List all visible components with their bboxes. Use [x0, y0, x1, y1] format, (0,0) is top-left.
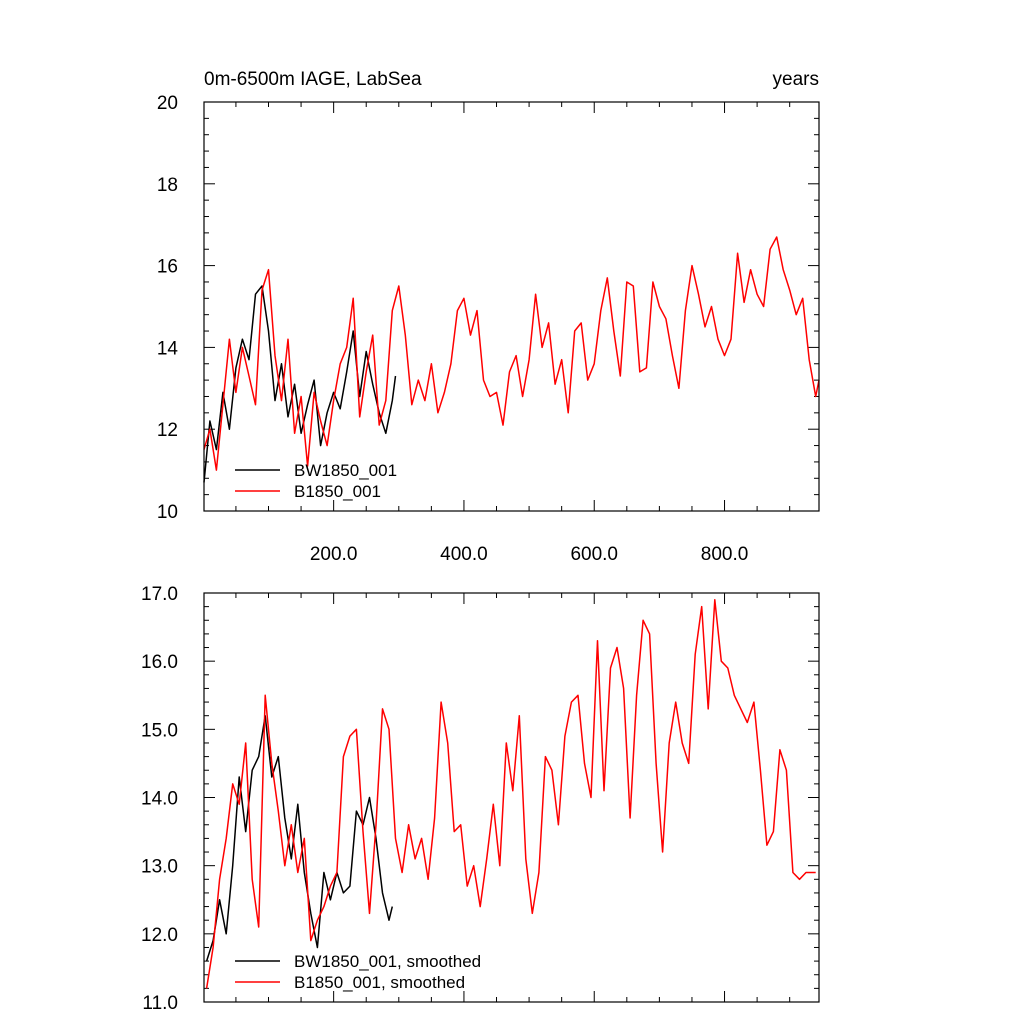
- x-tick-label: 400.0: [440, 544, 488, 565]
- y-tick-label: 11.0: [142, 993, 178, 1014]
- series-line-b1850-001-smoothed: [205, 599, 816, 989]
- y-tick-label: 15.0: [141, 720, 178, 741]
- top-legend: BW1850_001 B1850_001: [235, 461, 397, 501]
- bottom-legend: BW1850_001, smoothed B1850_001, smoothed: [235, 952, 481, 992]
- bottom-plot-frame: [203, 592, 820, 1003]
- y-tick-label: 12.0: [141, 925, 178, 946]
- x-tick-label: 600.0: [570, 544, 618, 565]
- y-tick-label: 13.0: [141, 857, 178, 878]
- chart-title: 0m-6500m IAGE, LabSea: [204, 69, 422, 90]
- bottom-panel-tick-labels: 11.0 12.0 13.0 14.0 15.0 16.0 17.0: [141, 584, 178, 1014]
- y-tick-label: 14: [157, 338, 179, 359]
- x-tick-label: 800.0: [701, 544, 749, 565]
- y-tick-label: 18: [157, 175, 178, 196]
- legend-label-bw1850-smoothed: BW1850_001, smoothed: [294, 952, 481, 971]
- series-line-b1850-001: [203, 236, 820, 471]
- x-tick-label: 200.0: [310, 544, 358, 565]
- top-panel-series: [203, 236, 820, 483]
- y-tick-label: 16: [157, 257, 178, 278]
- legend-label-b1850: B1850_001: [294, 482, 381, 501]
- units-label: years: [773, 69, 819, 90]
- legend-label-b1850-smoothed: B1850_001, smoothed: [294, 973, 465, 992]
- bottom-panel-ticks: [204, 592, 819, 1003]
- series-line-bw1850-001: [203, 285, 397, 483]
- series-line-bw1850-001-smoothed: [205, 714, 394, 962]
- y-tick-label: 16.0: [141, 652, 178, 673]
- y-tick-label: 14.0: [141, 789, 178, 810]
- top-plot-frame: [203, 101, 820, 512]
- bottom-panel: 11.0 12.0 13.0 14.0 15.0 16.0 17.0 BW1850_001,…: [141, 584, 820, 1014]
- y-tick-label: 12: [157, 420, 178, 441]
- top-panel: 0m-6500m IAGE, LabSea years 10 12 14 16 18 20…: [157, 69, 820, 565]
- top-panel-ticks: [204, 101, 819, 512]
- y-tick-label: 20: [157, 93, 178, 114]
- bottom-panel-series: [205, 599, 816, 989]
- y-tick-label: 17.0: [141, 584, 178, 605]
- legend-label-bw1850: BW1850_001: [294, 461, 397, 480]
- y-tick-label: 10: [157, 502, 178, 523]
- top-panel-tick-labels: 10 12 14 16 18 20 200.0 400.0 600.0 800.0: [157, 93, 748, 565]
